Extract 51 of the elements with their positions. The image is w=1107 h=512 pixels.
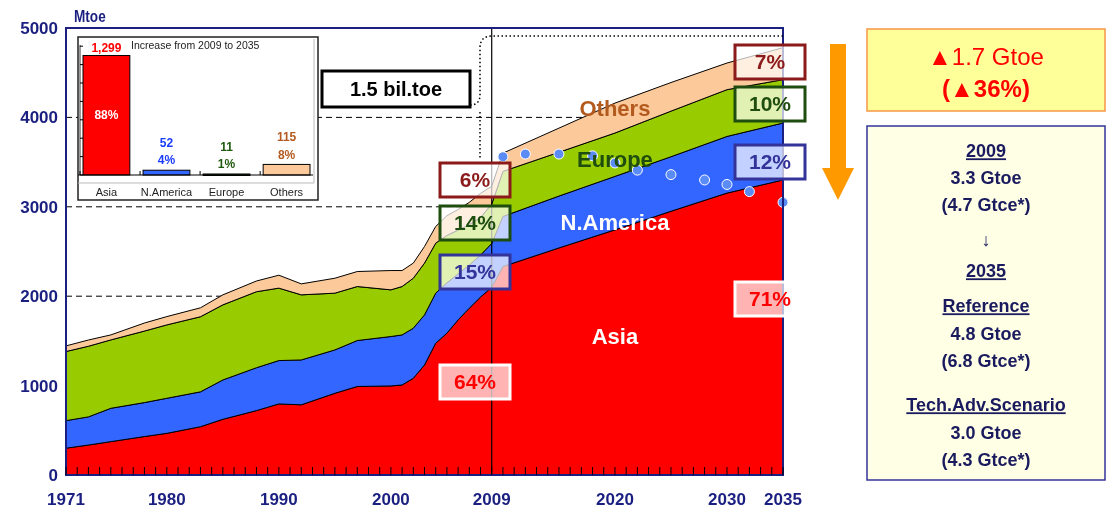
x-tick-label: Europe xyxy=(208,186,245,198)
y-axis-title: Mtoe xyxy=(74,7,106,26)
y-tick-label: 0 xyxy=(48,465,58,485)
text: 3.0 Gtoe xyxy=(950,423,1022,444)
data-label: 52 xyxy=(159,136,174,151)
x-tick-label: 1971 xyxy=(47,490,85,509)
annotation: 6% xyxy=(459,168,491,192)
y-tick-label: 5000 xyxy=(20,18,58,38)
annotation: 88% xyxy=(94,108,119,123)
text: 2009 xyxy=(965,141,1007,162)
annotation: 1.5 bil.toe xyxy=(349,78,443,100)
text: (4.3 Gtce*) xyxy=(941,450,1031,471)
annotation: 7% xyxy=(754,50,786,74)
y-tick-label: 1000 xyxy=(20,376,58,396)
text: (6.8 Gtce*) xyxy=(941,351,1031,372)
text: 3.3 Gtoe xyxy=(950,168,1022,189)
data-label: 115 xyxy=(276,130,297,145)
x-tick-label: 1980 xyxy=(147,490,186,509)
annotation: 15% xyxy=(453,260,497,284)
annotation: 8% xyxy=(277,147,296,162)
text: ↓ xyxy=(981,230,991,251)
annotation: 12% xyxy=(748,150,792,174)
y-tick-label: 4000 xyxy=(20,108,58,128)
text: (▲36%) xyxy=(942,75,1030,103)
x-tick-label: 1990 xyxy=(259,490,298,509)
text: Tech.Adv.Scenario xyxy=(906,395,1066,416)
annotation: 64% xyxy=(453,370,497,394)
x-tick-label: N.America xyxy=(140,186,194,198)
x-tick-label: 2035 xyxy=(764,490,802,509)
text: 4.8 Gtoe xyxy=(950,324,1022,345)
text: (4.7 Gtce*) xyxy=(941,195,1031,216)
x-tick-label: Asia xyxy=(95,186,118,198)
x-tick-label: 2030 xyxy=(708,490,746,509)
text: 2035 xyxy=(965,261,1007,282)
series-label: Asia xyxy=(591,324,639,350)
chart-title: Increase from 2009 to 2035 xyxy=(131,39,260,51)
annotation: 4% xyxy=(157,153,176,168)
annotation: 14% xyxy=(453,211,497,235)
annotation: 10% xyxy=(748,92,792,116)
x-tick-label: 2000 xyxy=(371,490,410,509)
y-tick-label: 2000 xyxy=(20,287,58,307)
x-tick-label: 2020 xyxy=(596,490,634,509)
annotation: 1% xyxy=(217,157,236,172)
y-tick-label: 3000 xyxy=(20,197,58,217)
data-label: 1,299 xyxy=(91,41,122,56)
data-label: 11 xyxy=(220,139,234,154)
text: ▲1.7 Gtoe xyxy=(928,43,1044,71)
text: Reference xyxy=(942,296,1030,317)
x-tick-label: 2009 xyxy=(472,490,511,509)
x-tick-label: Others xyxy=(270,186,304,198)
annotation: 71% xyxy=(748,287,792,311)
